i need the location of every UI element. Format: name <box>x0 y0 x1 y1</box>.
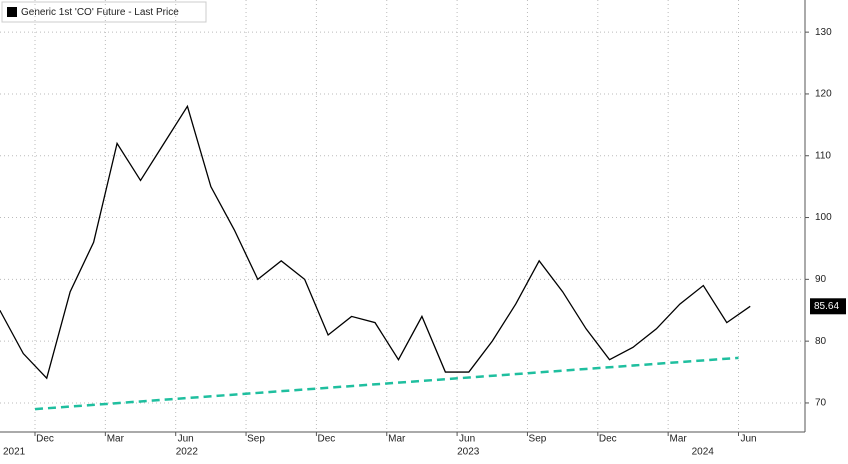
x-tick-label: Dec <box>36 434 54 445</box>
legend-box <box>1 1 207 23</box>
year-label: 2022 <box>176 447 199 458</box>
year-label: 2021 <box>3 447 26 458</box>
x-tick-label: Dec <box>599 434 617 445</box>
x-tick-label: Jun <box>178 434 194 445</box>
x-tick-label: Mar <box>107 434 125 445</box>
year-label: 2024 <box>692 447 715 458</box>
price-line <box>0 104 751 380</box>
last-price-box <box>810 298 846 315</box>
x-tick-label: Sep <box>247 434 265 445</box>
trend-line <box>34 356 739 411</box>
y-tick-label: 120 <box>815 89 832 100</box>
x-tick-label: Dec <box>318 434 336 445</box>
y-tick-label: 70 <box>815 398 827 409</box>
x-tick-label: Mar <box>388 434 406 445</box>
x-tick-label: Sep <box>529 434 547 445</box>
y-tick-label: 130 <box>815 27 832 38</box>
y-tick-label: 100 <box>815 212 832 223</box>
x-tick-label: Mar <box>670 434 688 445</box>
legend-swatch <box>7 7 17 17</box>
y-tick-label: 110 <box>815 150 831 161</box>
x-tick-label: Jun <box>740 434 756 445</box>
y-tick-label: 90 <box>815 274 827 285</box>
last-price-label: 85.64 <box>814 301 839 312</box>
year-label: 2023 <box>457 447 480 458</box>
x-tick-label: Jun <box>459 434 475 445</box>
y-tick-label: 80 <box>815 336 827 347</box>
legend-label: Generic 1st 'CO' Future - Last Price <box>21 7 179 18</box>
